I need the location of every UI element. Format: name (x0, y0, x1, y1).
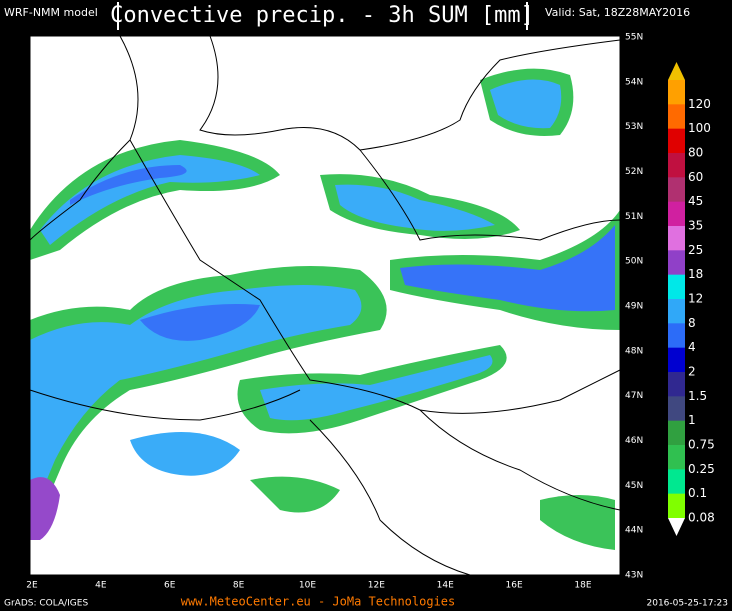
latitude-label: 45N (625, 481, 643, 491)
legend-label: 120 (688, 97, 711, 111)
longitude-label: 6E (164, 581, 176, 591)
longitude-label: 16E (506, 581, 523, 591)
legend-label: 1 (688, 413, 696, 427)
longitude-label: 8E (233, 581, 245, 591)
legend-swatch (668, 153, 685, 178)
legend-label: 4 (688, 340, 696, 354)
map-title: Convective precip. - 3h SUM [mm] (110, 3, 534, 28)
longitude-label: 18E (574, 581, 591, 591)
latitude-labels: 55N 54N 53N 52N 51N 50N 49N 48N 47N 46N 45N 44N 43N (625, 33, 643, 581)
longitude-label: 4E (95, 581, 107, 591)
legend-swatch (668, 226, 685, 251)
legend-swatch (668, 250, 685, 276)
latitude-label: 47N (625, 391, 643, 401)
legend-swatch (668, 372, 685, 397)
precip-field (30, 68, 620, 550)
latitude-label: 48N (625, 346, 643, 356)
legend-label: 35 (688, 219, 703, 233)
legend-label: 0.08 (688, 511, 715, 525)
legend-label: 80 (688, 146, 703, 160)
legend-top-arrow (668, 62, 685, 80)
legend-label: 2 (688, 365, 696, 379)
legend-label: 100 (688, 121, 711, 135)
longitude-labels: 2E 4E 6E 8E 10E 12E 14E 16E 18E (26, 581, 592, 591)
legend-swatch (668, 445, 685, 470)
legend-swatch (668, 80, 685, 105)
map-area (29, 35, 621, 576)
longitude-label: 2E (26, 581, 38, 591)
legend-swatch (668, 128, 685, 154)
borders (29, 35, 621, 576)
legend-swatch (668, 420, 685, 446)
legend-label: 1.5 (688, 389, 707, 403)
longitude-label: 14E (437, 581, 454, 591)
latitude-label: 55N (625, 33, 643, 43)
legend-label: 0.25 (688, 462, 715, 476)
legend-label: 12 (688, 292, 703, 306)
latitude-label: 50N (625, 257, 643, 267)
longitude-label: 12E (368, 581, 385, 591)
footer-right: 2016-05-25-17:23 (647, 599, 729, 609)
legend-swatch (668, 299, 685, 324)
legend-swatch (668, 177, 685, 203)
legend-label: 25 (688, 243, 703, 257)
map-frame (29, 35, 621, 576)
legend-label: 18 (688, 267, 703, 281)
legend-label: 0.75 (688, 438, 715, 452)
latitude-label: 44N (625, 526, 643, 536)
legend-swatch (668, 493, 685, 519)
legend-swatch (668, 347, 685, 373)
latitude-label: 54N (625, 77, 643, 87)
legend-label: 45 (688, 194, 703, 208)
valid-time: Valid: Sat, 18Z28MAY2016 (545, 6, 690, 19)
legend-swatch (668, 274, 685, 300)
legend-label: 60 (688, 170, 703, 184)
latitude-label: 53N (625, 122, 643, 132)
legend-swatch (668, 104, 685, 130)
footer-center: www.MeteoCenter.eu - JoMa Technologies (181, 595, 456, 609)
legend-bottom-arrow (668, 518, 685, 536)
legend-label: 8 (688, 316, 696, 330)
legend-swatch (668, 201, 685, 227)
latitude-label: 46N (625, 436, 643, 446)
color-legend: 120 100 80 60 45 35 25 18 12 8 4 2 1.5 1 0.75 0.25 0.1 0.… (668, 62, 715, 536)
legend-swatch (668, 396, 685, 422)
legend-swatch (668, 469, 685, 495)
longitude-label: 10E (299, 581, 316, 591)
latitude-label: 51N (625, 212, 643, 222)
latitude-label: 49N (625, 302, 643, 312)
latitude-label: 43N (625, 571, 643, 581)
model-label: WRF-NMM model (4, 6, 98, 19)
footer-left: GrADS: COLA/IGES (4, 599, 88, 609)
legend-label: 0.1 (688, 486, 707, 500)
latitude-label: 52N (625, 167, 643, 177)
legend-swatch (668, 323, 685, 349)
